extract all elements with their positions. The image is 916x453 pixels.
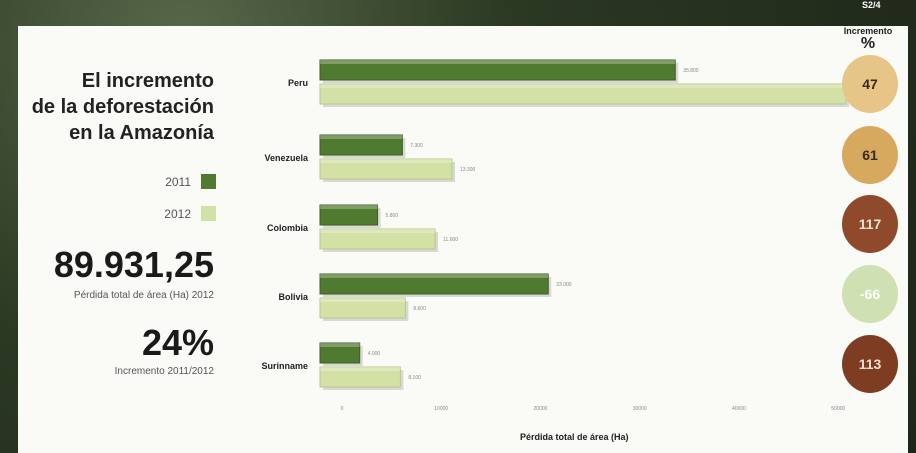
bar-2012-2 (319, 228, 436, 250)
bar-2012-4 (319, 366, 401, 388)
data-label-2-1: 11.600 (443, 237, 458, 243)
legend-swatch-2012 (201, 206, 216, 221)
bar-highlight-3-0 (320, 274, 549, 278)
x-tick-label-1: 10000 (434, 406, 448, 412)
increment-circle-2: 117 (842, 195, 898, 253)
bar-highlight-2-1 (320, 229, 436, 233)
legend-swatch-2011 (201, 174, 216, 189)
bar-2012-3 (319, 297, 406, 319)
data-label-1-0: 7.300 (410, 143, 423, 149)
bar-highlight-3-1 (320, 298, 406, 302)
title-line-3: en la Amazonía (69, 122, 214, 144)
total-loss-caption: Pérdida total de área (Ha) 2012 (73, 290, 214, 301)
category-label-3: Bolivia (278, 292, 309, 302)
bar-highlight-4-0 (320, 343, 360, 347)
category-label-0: Peru (288, 78, 308, 88)
legend-item-2011: 2011 (165, 174, 216, 189)
total-loss-value: 89.931,25 (53, 244, 214, 285)
category-label-1: Venezuela (264, 153, 309, 163)
corner-label: S2/4 (862, 0, 881, 10)
increment-header-percent: % (860, 35, 876, 52)
bar-highlight-0-0 (320, 60, 676, 64)
increment-circle-0: 47 (842, 55, 898, 113)
category-label-2: Colombia (267, 223, 309, 233)
bar-highlight-1-1 (320, 159, 452, 163)
chart-title: El incremento de la deforestación en la … (18, 68, 214, 146)
x-tick-label-4: 40000 (732, 406, 746, 412)
x-tick-label-0: 0 (341, 406, 344, 412)
bar-2011-0 (319, 59, 676, 81)
data-label-4-0: 4.000 (368, 351, 381, 357)
bar-2011-1 (319, 134, 403, 156)
increase-value: 24% (141, 322, 214, 363)
x-tick-label-3: 30000 (633, 406, 647, 412)
bar-highlight-2-0 (320, 205, 378, 209)
title-line-2: de la deforestación (31, 96, 214, 118)
bar-2011-2 (319, 204, 379, 226)
legend-label-2012: 2012 (164, 206, 191, 221)
data-label-2-0: 5.800 (386, 213, 399, 219)
x-axis-label: Pérdida total de área (Ha) (520, 432, 629, 442)
data-label-3-1: 8.600 (413, 306, 426, 312)
increase-caption: Incremento 2011/2012 (114, 366, 214, 377)
legend-item-2012: 2012 (164, 206, 216, 221)
bar-highlight-1-0 (320, 135, 403, 139)
data-label-4-1: 8.100 (408, 375, 421, 381)
data-label-0-0: 35.800 (683, 68, 699, 74)
bar-highlight-0-1 (320, 84, 846, 88)
bar-highlight-4-1 (320, 367, 401, 371)
increment-circle-3: -66 (842, 265, 898, 323)
increment-circle-1: 61 (842, 126, 898, 184)
title-line-1: El incremento (81, 70, 214, 92)
bar-2011-4 (319, 342, 361, 364)
bar-2011-3 (319, 273, 549, 295)
x-tick-label-5: 50000 (831, 406, 845, 412)
data-label-3-0: 23.000 (556, 282, 572, 288)
category-label-4: Surinname (261, 361, 308, 371)
increment-header: Incremento % (836, 26, 900, 52)
x-tick-label-2: 20000 (534, 406, 548, 412)
increment-header-label: Incremento (843, 26, 893, 36)
increment-circle-4: 113 (842, 335, 898, 393)
data-label-1-1: 13.300 (460, 167, 476, 173)
bar-2012-1 (319, 158, 453, 180)
legend-label-2011: 2011 (165, 174, 191, 189)
